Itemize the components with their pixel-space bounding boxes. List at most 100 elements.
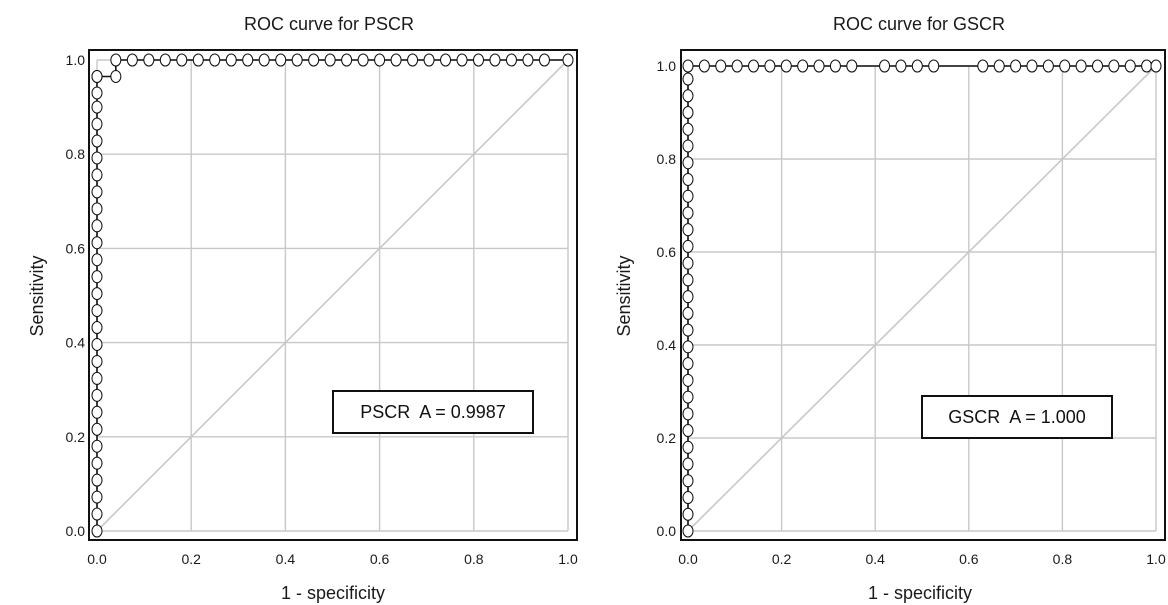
annotation-text: GSCR A = 1.000 <box>948 407 1086 427</box>
area-annotation: GSCR A = 1.000 <box>921 395 1113 439</box>
roc-point <box>682 306 694 320</box>
roc-point <box>91 456 103 470</box>
roc-point <box>91 151 103 165</box>
roc-point <box>682 440 694 454</box>
x-tick-label: 0.8 <box>464 551 484 567</box>
roc-point <box>374 53 386 67</box>
annotation-box <box>332 390 534 434</box>
roc-point <box>682 172 694 186</box>
roc-point <box>682 340 694 354</box>
roc-point <box>91 388 103 402</box>
roc-point <box>682 491 694 505</box>
roc-point <box>682 189 694 203</box>
y-tick-label: 0.4 <box>66 335 86 351</box>
roc-point <box>1042 59 1054 73</box>
roc-point <box>91 371 103 385</box>
roc-point <box>731 59 743 73</box>
roc-point <box>159 53 171 67</box>
x-tick-label: 1.0 <box>1146 551 1166 567</box>
roc-point <box>91 86 103 100</box>
roc-point <box>780 59 792 73</box>
roc-point <box>91 100 103 114</box>
roc-point <box>682 139 694 153</box>
roc-point <box>91 337 103 351</box>
roc-point <box>225 53 237 67</box>
x-tick-label: 1.0 <box>558 551 578 567</box>
roc-point <box>522 53 534 67</box>
roc-point <box>764 59 776 73</box>
roc-point <box>91 236 103 250</box>
roc-point <box>538 53 550 67</box>
x-tick-label: 0.4 <box>865 551 885 567</box>
roc-point <box>813 59 825 73</box>
roc-point <box>390 53 402 67</box>
x-tick-label: 0.4 <box>276 551 296 567</box>
roc-point <box>91 473 103 487</box>
roc-panel-pscr: ROC curve for PSCR 1 - specificity Sensi… <box>27 14 578 603</box>
y-tick-label: 0.8 <box>66 146 86 162</box>
roc-point <box>91 270 103 284</box>
roc-point <box>456 53 468 67</box>
roc-point <box>357 53 369 67</box>
roc-point <box>91 490 103 504</box>
roc-point <box>91 321 103 335</box>
reference-diagonal <box>96 59 569 532</box>
tick-labels: 0.0 0.2 0.4 0.6 0.8 1.0 0.0 0.2 0.4 0.6 0.8 1.0 <box>657 58 1166 567</box>
roc-point <box>91 287 103 301</box>
y-axis-label: Sensitivity <box>614 255 634 336</box>
roc-point <box>1124 59 1136 73</box>
x-tick-label: 0.6 <box>370 551 390 567</box>
roc-point <box>682 474 694 488</box>
annotation-box <box>921 395 1113 439</box>
roc-point <box>209 53 221 67</box>
y-axis-label: Sensitivity <box>27 255 47 336</box>
roc-point <box>242 53 254 67</box>
roc-point <box>682 156 694 170</box>
y-tick-label: 0.0 <box>657 523 677 539</box>
roc-point <box>423 53 435 67</box>
roc-point <box>977 59 989 73</box>
roc-point <box>797 59 809 73</box>
roc-point <box>1092 59 1103 73</box>
reference-diagonal <box>687 65 1157 532</box>
roc-point <box>291 53 303 67</box>
roc-point <box>1026 59 1038 73</box>
roc-point <box>91 134 103 148</box>
roc-point <box>682 507 694 521</box>
x-tick-label: 0.6 <box>959 551 979 567</box>
roc-point <box>1010 59 1022 73</box>
roc-point <box>562 53 574 67</box>
roc-point <box>1075 59 1087 73</box>
roc-point <box>275 53 287 67</box>
roc-point <box>682 59 694 73</box>
roc-point <box>682 323 694 337</box>
roc-point <box>505 53 517 67</box>
roc-point <box>91 354 103 368</box>
roc-point <box>308 53 320 67</box>
x-tick-label: 0.8 <box>1053 551 1073 567</box>
roc-point <box>110 53 122 67</box>
roc-point <box>682 106 694 119</box>
roc-point <box>895 59 907 73</box>
roc-point <box>91 253 103 267</box>
y-tick-label: 0.4 <box>657 337 677 353</box>
roc-point <box>91 69 103 83</box>
diagonal-line <box>687 65 1157 532</box>
roc-point <box>91 202 103 216</box>
roc-point <box>682 424 694 438</box>
roc-point <box>258 53 270 67</box>
roc-point <box>682 223 694 237</box>
roc-point <box>91 185 103 199</box>
plot-frame <box>680 49 1166 541</box>
y-tick-label: 0.6 <box>66 240 86 256</box>
roc-point <box>682 122 694 136</box>
roc-point <box>748 59 760 73</box>
roc-point <box>110 69 122 83</box>
area-annotation: PSCR A = 0.9987 <box>332 390 534 434</box>
roc-point <box>698 59 710 73</box>
roc-point <box>682 524 694 538</box>
y-tick-label: 0.2 <box>657 430 677 446</box>
roc-point <box>91 405 103 419</box>
roc-point <box>324 53 336 67</box>
x-axis-label: 1 - specificity <box>868 583 972 603</box>
